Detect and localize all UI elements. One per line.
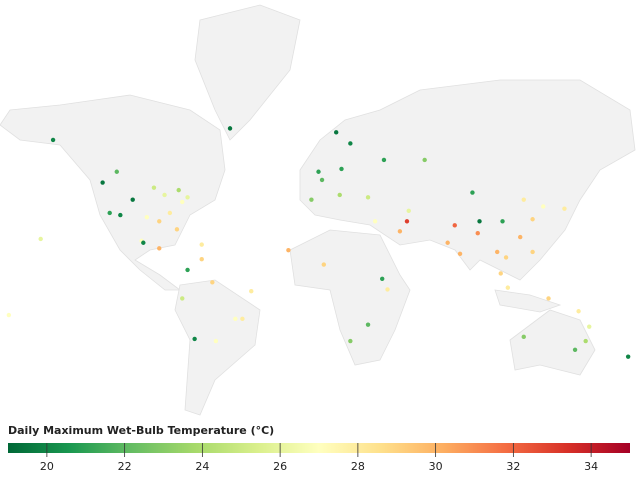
stations (6, 126, 631, 359)
station-dot (365, 195, 371, 200)
station-dot (348, 338, 353, 344)
station-dot (521, 197, 526, 202)
station-dot (38, 236, 43, 242)
south-america (174, 279, 261, 416)
station-dot (233, 316, 238, 322)
tick-label: 32 (506, 460, 520, 473)
station-dot (50, 137, 56, 143)
station-dot (475, 231, 480, 236)
station-dot (6, 312, 12, 318)
station-dot (118, 212, 123, 218)
australia (509, 309, 596, 376)
station-dot (321, 262, 327, 267)
station-dot (319, 177, 325, 183)
station-dot (100, 180, 105, 185)
station-dot (372, 219, 378, 224)
station-dot (381, 157, 387, 163)
station-dot (199, 257, 204, 262)
station-dot (518, 234, 523, 240)
station-dot (249, 289, 254, 294)
station-dot (397, 229, 403, 234)
station-dot (452, 223, 457, 228)
tick-label: 20 (40, 460, 54, 473)
station-dot (157, 246, 162, 251)
station-dot (365, 322, 371, 327)
station-dot (625, 354, 631, 359)
tick-label: 24 (195, 460, 209, 473)
station-dot (498, 271, 503, 276)
station-dot (199, 242, 204, 247)
station-dot (337, 192, 342, 198)
station-dot (422, 157, 427, 163)
eurasia (299, 79, 636, 281)
station-dot (316, 169, 321, 174)
station-dot (505, 285, 511, 290)
station-dot (572, 347, 578, 352)
tick-label: 26 (273, 460, 287, 473)
africa (289, 229, 411, 366)
station-dot (162, 192, 167, 198)
station-dot (180, 296, 185, 301)
station-dot (404, 219, 410, 224)
station-dot (339, 166, 344, 172)
station-dot (167, 210, 173, 216)
station-dot (309, 197, 314, 202)
station-dot (521, 334, 526, 340)
station-dot (530, 217, 535, 222)
station-dot (114, 169, 119, 174)
station-dot (562, 206, 567, 211)
station-dot (530, 249, 535, 255)
station-dot (176, 187, 181, 193)
station-dot (445, 240, 450, 245)
station-dot (210, 280, 215, 285)
station-dot (144, 214, 150, 220)
station-dot (185, 195, 190, 200)
tick-label: 34 (584, 460, 598, 473)
station-dot (385, 287, 390, 292)
north-america (0, 94, 226, 291)
station-dot (477, 219, 482, 224)
tick-label: 30 (429, 460, 443, 473)
station-dot (157, 219, 162, 224)
tick-label: 22 (118, 460, 132, 473)
station-dot (130, 197, 135, 202)
station-dot (576, 309, 581, 314)
station-dot (192, 336, 197, 342)
station-dot (503, 255, 509, 260)
station-dot (227, 126, 233, 131)
colorbar-title: Daily Maximum Wet-Bulb Temperature (°C) (8, 424, 274, 437)
station-dot (348, 141, 353, 146)
tick-label: 28 (351, 460, 365, 473)
colorbar-ticks: 20 22 24 26 28 30 32 34 (40, 443, 598, 473)
station-dot (174, 227, 180, 232)
station-dot (240, 316, 245, 322)
station-dot (333, 130, 339, 135)
station-dot (495, 249, 500, 255)
station-dot (107, 210, 112, 216)
indonesia (494, 289, 562, 313)
station-dot (213, 338, 219, 344)
station-dot (500, 219, 505, 224)
station-dot (470, 190, 475, 195)
colorbar (8, 443, 630, 453)
station-dot (141, 240, 146, 245)
station-dot (286, 247, 291, 253)
station-dot (180, 199, 185, 205)
station-dot (406, 208, 411, 214)
station-dot (541, 204, 546, 209)
station-dot (380, 276, 385, 281)
station-dot (457, 251, 463, 256)
greenland (194, 4, 301, 141)
station-dot (587, 324, 592, 329)
station-dot (583, 338, 588, 344)
station-dot (185, 267, 190, 273)
station-dot (546, 296, 551, 301)
land (0, 4, 636, 416)
station-dot (151, 185, 157, 190)
